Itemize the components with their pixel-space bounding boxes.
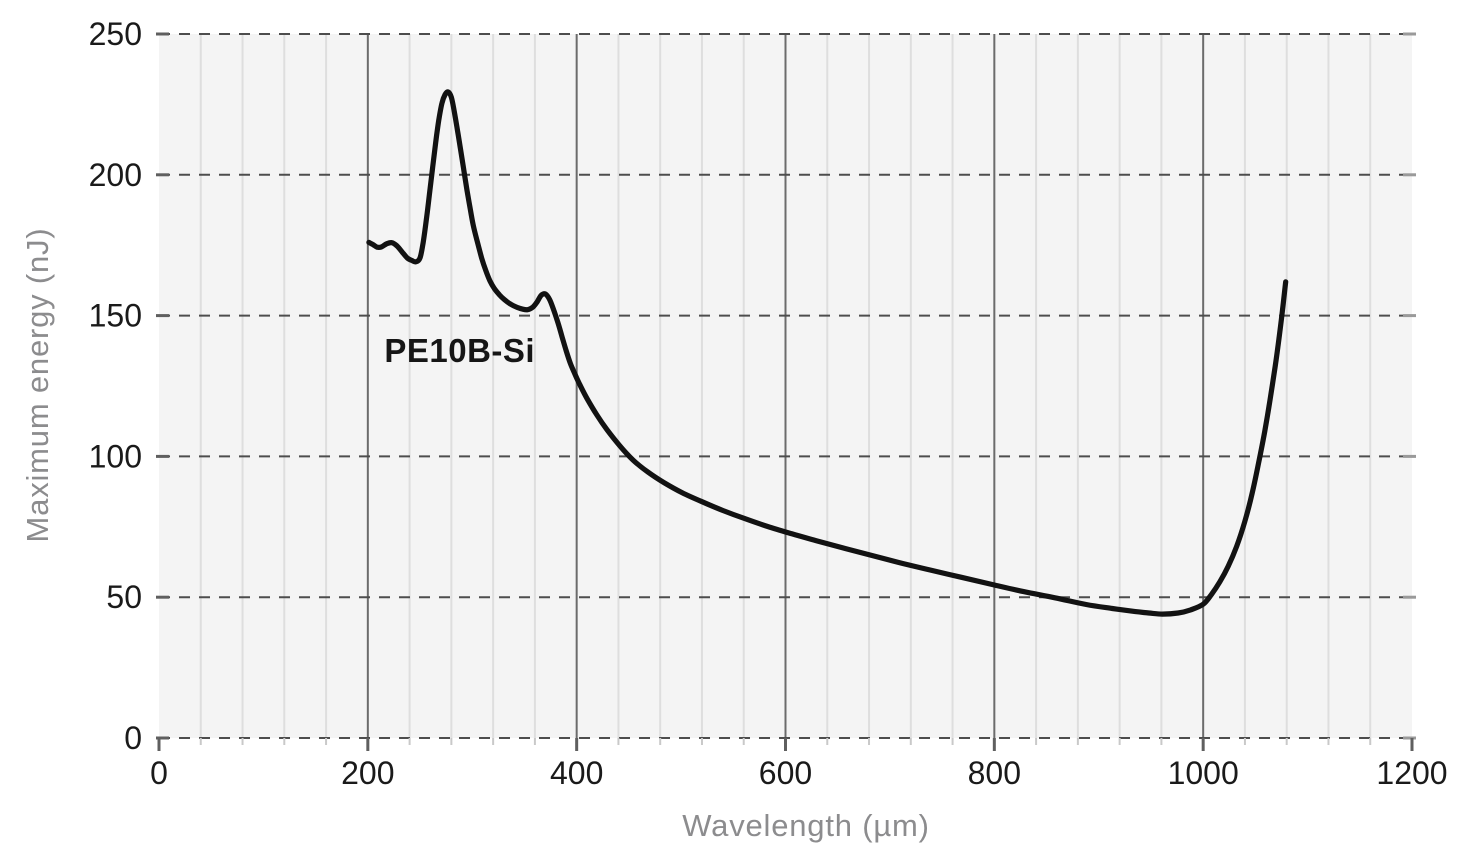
y-tick-label: 50 [106,579,142,615]
y-axis-title: Maximum energy (nJ) [20,227,55,543]
y-tick-label: 200 [89,157,142,193]
x-tick-label: 800 [968,755,1021,791]
x-minor-gridlines [199,34,1372,738]
x-tick-label: 1200 [1376,755,1447,791]
x-tick-label: 600 [759,755,812,791]
x-tick-label: 400 [550,755,603,791]
y-tick-label: 150 [89,298,142,334]
y-tick-label: 250 [89,16,142,52]
x-tick-label: 1000 [1168,755,1239,791]
x-tick-label: 0 [150,755,168,791]
energy-curve [366,89,1289,617]
tick-labels: 0 50 100 150 200 250 0 200 400 600 800 1000 1200 [89,16,1448,791]
series-label: PE10B-Si [384,331,536,369]
axis-ticks [156,32,1416,751]
x-tick-label: 200 [341,755,394,791]
x-axis-title: Wavelength (µm) [682,808,930,843]
y-tick-label: 100 [89,438,142,474]
y-tick-label: 0 [124,720,142,756]
x-major-gridlines [366,34,1205,738]
